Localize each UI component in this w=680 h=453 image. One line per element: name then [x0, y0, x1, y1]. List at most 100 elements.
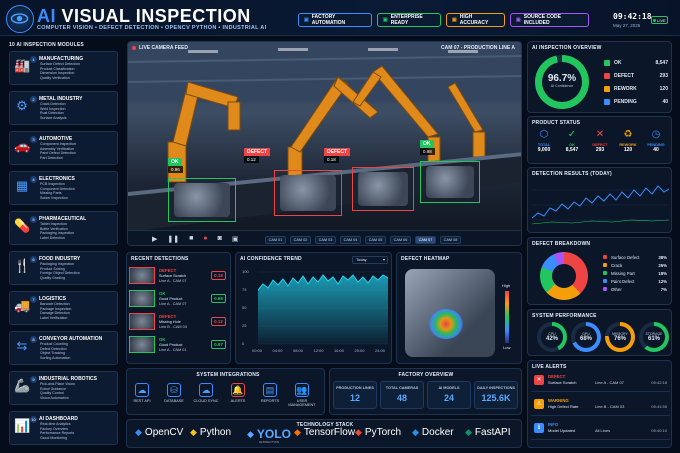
module-item: Damage Detection	[40, 311, 70, 316]
clock: 09:42:18	[613, 12, 652, 21]
y-tick: 50	[242, 305, 247, 310]
defect-label: Other	[611, 286, 622, 292]
module-items: Crack Detection Weld Inspection Rust Detec…	[40, 102, 67, 120]
gauge-value: 76%	[613, 336, 626, 342]
tech-label: Docker	[421, 427, 454, 438]
recent-detection[interactable]: DEFECT Surface Scratch Line A - CAM 07 0.15	[129, 267, 228, 285]
snapshot-icon[interactable]: ◙	[217, 235, 222, 242]
alert-item[interactable]: ⚠ WARNING High Defect Rate Line B - CAM 03 0…	[531, 396, 670, 416]
integration-label: USER MANAGEMENT	[288, 399, 316, 407]
alert-line: Line B - CAM 03	[595, 404, 625, 409]
detection-box[interactable]	[168, 178, 236, 222]
alert-time: 09:41:55	[651, 404, 667, 409]
eye-logo-icon	[6, 5, 34, 33]
gauge-value: 68%	[579, 336, 592, 342]
integrations-panel: SYSTEM INTEGRATIONS	[126, 368, 325, 415]
play-icon[interactable]: ▶	[152, 236, 158, 243]
stop-icon[interactable]: ■	[189, 235, 194, 242]
module-5[interactable]: 💊 5 PHARMACEUTICAL Tablet Inspection Bottle …	[9, 211, 118, 245]
defect-row: Other 7%	[603, 285, 667, 293]
y-tick: 100	[242, 269, 249, 274]
database-icon: ⛁	[167, 383, 181, 397]
detection-conf: 0.15	[211, 271, 226, 280]
module-item: Product Counting	[40, 342, 68, 346]
recent-detection[interactable]: OK Good Product Line A - CAM 07 0.98	[129, 290, 228, 308]
module-number: 5	[30, 216, 37, 223]
alert-time: 09:40:10	[651, 428, 667, 433]
x-icon: ✕	[595, 129, 605, 140]
status-total: ⬡ TOTAL 9,000	[531, 129, 557, 153]
tab-cam-08[interactable]: CAM 08	[440, 236, 461, 244]
app-subtitle: COMPUTER VISION • DEFECT DETECTION • OPE…	[37, 25, 267, 31]
x-tick: 04:00	[272, 348, 283, 353]
defect-label: Crack	[611, 262, 623, 268]
clock-icon: ◷	[651, 129, 661, 140]
module-8[interactable]: ⇆ 8 CONVEYOR AUTOMATION Product Counting Def…	[9, 331, 118, 365]
module-3[interactable]: 🚗 3 AUTOMOTIVE Component Inspection Assembly…	[9, 131, 118, 165]
conveyor-icon: ⇆	[16, 338, 28, 353]
gauge-gpu: GPU 68%	[571, 322, 601, 352]
heatmap-high: High	[502, 283, 511, 288]
integration-user-management[interactable]: 👥 USER MANAGEMENT	[288, 383, 316, 407]
tech-label: FastAPI	[474, 427, 511, 438]
report-icon: ▤	[263, 383, 277, 397]
module-10[interactable]: 📊 10 AI DASHBOARD Real-time Analytics Factor…	[9, 411, 118, 445]
module-2[interactable]: ⚙ 2 METAL INDUSTRY Crack Detection Weld Insp…	[9, 91, 118, 125]
modules-title: 10 AI INSPECTION MODULES	[9, 42, 84, 48]
module-6[interactable]: 🍴 6 FOOD INDUSTRY Packaging Inspection Produ…	[9, 251, 118, 285]
range-select[interactable]: Today ▾	[352, 256, 388, 264]
alert-item[interactable]: ✕ DEFECT Surface Scratch Line A - CAM 07 09:…	[531, 372, 670, 392]
tab-cam-06[interactable]: CAM 06	[390, 236, 411, 244]
defect-label: Surface Defect	[611, 254, 640, 260]
tab-cam-01[interactable]: CAM 01	[265, 236, 286, 244]
integration-alerts[interactable]: 🔔 ALERTS	[224, 383, 252, 403]
factory-icon: 🏭	[14, 58, 31, 73]
integration-rest-api[interactable]: ☁ REST API	[128, 383, 156, 403]
tech-label: Python	[199, 427, 232, 438]
tech-opencv: ◆ OpenCV	[135, 427, 183, 438]
cube-icon: ⬡	[539, 129, 549, 140]
recent-detection[interactable]: DEFECT Missing Hole Line B - CAM 03 0.12	[129, 313, 228, 331]
integration-reports[interactable]: ▤ REPORTS	[256, 383, 284, 403]
pause-icon[interactable]: ❚❚	[167, 236, 180, 243]
tab-cam-03[interactable]: CAM 03	[315, 236, 336, 244]
module-7[interactable]: 🚚 7 LOGISTICS Barcode Detection Package Insp…	[9, 291, 118, 325]
alert-time: 09:42:18	[651, 380, 667, 385]
detection-box[interactable]	[352, 167, 414, 211]
integration-label: ALERTS	[230, 399, 246, 403]
module-items: Real-time Analytics Factory Overview Perfo…	[40, 422, 74, 440]
module-name: AI DASHBOARD	[39, 416, 78, 422]
tab-cam-04[interactable]: CAM 04	[340, 236, 361, 244]
module-1[interactable]: 🏭 1 MANUFACTURING Surface Defect Detection P…	[9, 51, 118, 85]
gauge-memory: MEMORY 76%	[605, 322, 635, 352]
recent-detection[interactable]: OK Good Product Line A - CAM 01 0.97	[129, 336, 228, 354]
integration-cloud-sync[interactable]: ☁ CLOUD SYNC	[192, 383, 220, 403]
alert-item[interactable]: ℹ INFO Model Updated All Lines 09:40:10	[531, 420, 670, 440]
detection-box[interactable]	[274, 170, 342, 216]
recycle-icon: ♻	[623, 129, 633, 140]
tab-cam-07[interactable]: CAM 07	[415, 236, 436, 244]
tab-cam-02[interactable]: CAM 02	[290, 236, 311, 244]
fastapi-icon: ◆	[465, 427, 472, 437]
module-item: Assembly Verification	[40, 146, 75, 151]
record-icon[interactable]: ●	[203, 235, 208, 242]
tag-label: HIGH ACCURACY	[459, 14, 489, 26]
alert-line: Line A - CAM 07	[595, 380, 624, 385]
module-4[interactable]: ▦ 4 ELECTRONICS PCB Inspection Component Det…	[9, 171, 118, 205]
integration-label: DATABASE	[164, 399, 184, 403]
module-item: Label Verification	[40, 315, 68, 320]
module-9[interactable]: 🦾 9 INDUSTRIAL ROBOTICS Pick-and-Place Visi…	[9, 371, 118, 405]
integration-database[interactable]: ⛁ DATABASE	[160, 383, 188, 403]
defect-value: 18%	[658, 270, 667, 276]
module-name: PHARMACEUTICAL	[39, 216, 87, 222]
module-item: Sorting Automation	[40, 355, 71, 360]
legend-swatch	[603, 263, 607, 267]
pill-icon: 💊	[14, 218, 31, 233]
tab-cam-05[interactable]: CAM 05	[365, 236, 386, 244]
detection-box[interactable]	[420, 161, 480, 203]
video-icon[interactable]: ▣	[231, 236, 239, 243]
live-camera-feed[interactable]: LIVE CAMERA FEED CAM 07 - PRODUCTION LIN…	[127, 41, 522, 246]
alert-level: INFO	[548, 422, 559, 427]
detection-confidence: 0.18	[324, 156, 339, 163]
product-status-panel: PRODUCT STATUS ⬡ TOTAL 9,000 ✓ OK 8,547 ✕ DEFEC…	[527, 116, 672, 164]
